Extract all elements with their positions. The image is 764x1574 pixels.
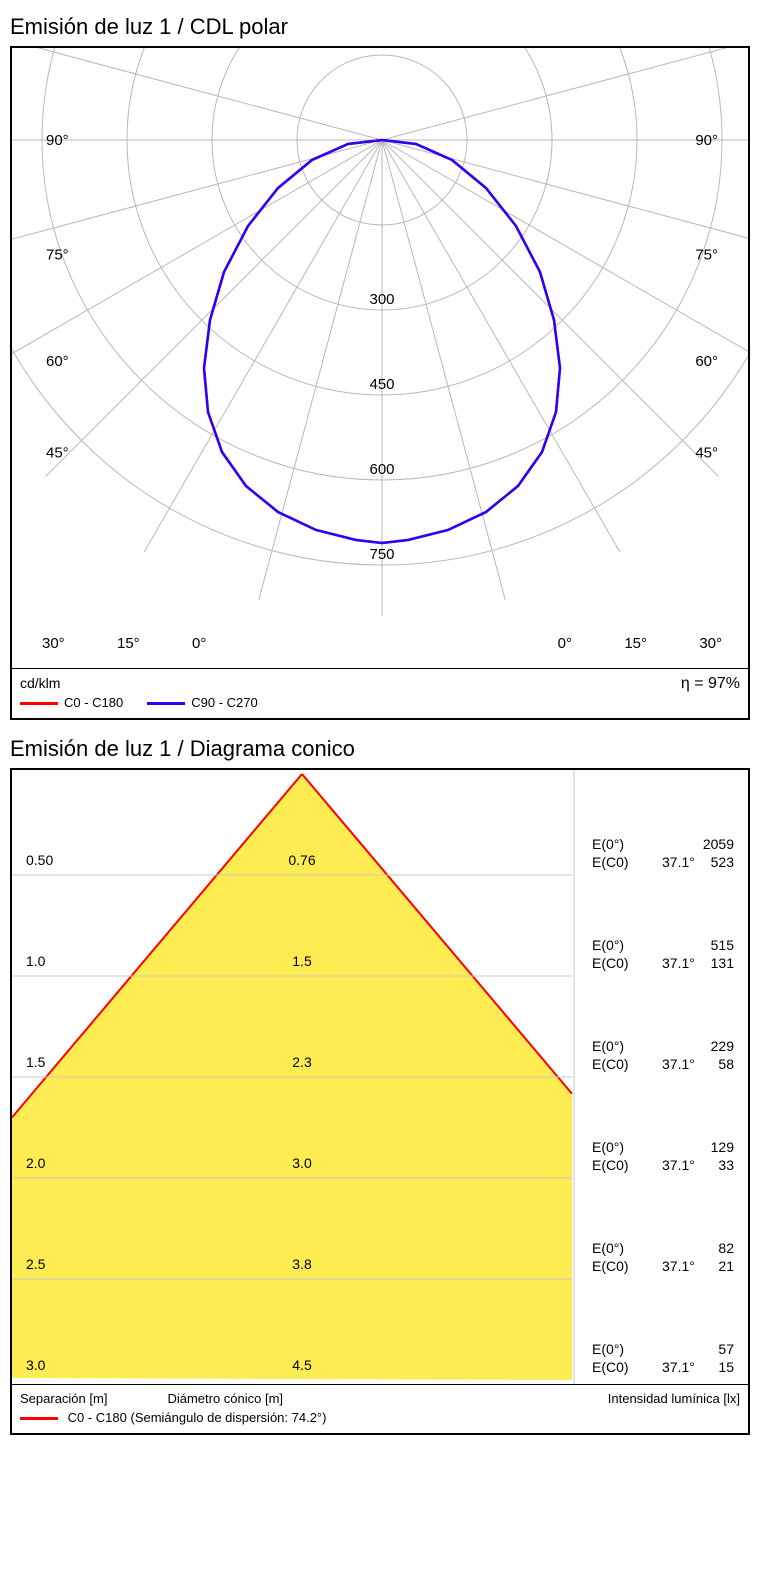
svg-text:300: 300 — [369, 291, 394, 308]
cone-footer-mid: Diámetro cónico [m] — [167, 1391, 283, 1406]
svg-text:2.3: 2.3 — [292, 1054, 312, 1070]
svg-text:E(C0): E(C0) — [592, 955, 629, 971]
svg-text:E(C0): E(C0) — [592, 1157, 629, 1173]
svg-text:E(C0): E(C0) — [592, 1258, 629, 1274]
svg-text:37.1°: 37.1° — [662, 1056, 695, 1072]
cone-footer: Separación [m] Diámetro cónico [m] C0 - … — [12, 1384, 748, 1433]
svg-text:60°: 60° — [46, 353, 69, 370]
svg-text:75°: 75° — [695, 246, 718, 263]
svg-text:30°: 30° — [42, 635, 65, 652]
svg-text:15°: 15° — [117, 635, 140, 652]
svg-text:1.5: 1.5 — [292, 953, 312, 969]
svg-text:E(C0): E(C0) — [592, 1056, 629, 1072]
svg-text:57: 57 — [718, 1341, 734, 1357]
svg-text:0°: 0° — [192, 635, 206, 652]
svg-text:15°: 15° — [624, 635, 647, 652]
svg-text:2.0: 2.0 — [26, 1155, 46, 1171]
svg-text:1.0: 1.0 — [26, 953, 46, 969]
cone-chart-title: Emisión de luz 1 / Diagrama conico — [10, 736, 754, 762]
polar-legend-items: C0 - C180 C90 - C270 — [20, 695, 740, 710]
svg-text:131: 131 — [711, 955, 735, 971]
svg-text:90°: 90° — [46, 132, 69, 149]
svg-text:58: 58 — [718, 1056, 734, 1072]
svg-text:3.8: 3.8 — [292, 1256, 312, 1272]
cone-legend-swatch — [20, 1417, 58, 1420]
svg-text:21: 21 — [718, 1258, 734, 1274]
cone-footer-left: Separación [m] — [20, 1391, 107, 1406]
svg-text:82: 82 — [718, 1240, 734, 1256]
svg-text:E(0°): E(0°) — [592, 1139, 624, 1155]
svg-text:E(0°): E(0°) — [592, 836, 624, 852]
svg-text:33: 33 — [718, 1157, 734, 1173]
svg-text:523: 523 — [711, 854, 735, 870]
svg-text:15: 15 — [718, 1359, 734, 1375]
svg-text:4.5: 4.5 — [292, 1357, 312, 1373]
polar-unit-label: cd/klm — [20, 675, 60, 691]
polar-chart-title: Emisión de luz 1 / CDL polar — [10, 14, 754, 40]
svg-text:E(C0): E(C0) — [592, 854, 629, 870]
polar-efficiency-label: η = 97% — [681, 675, 740, 693]
svg-text:0°: 0° — [558, 635, 572, 652]
svg-text:E(0°): E(0°) — [592, 1038, 624, 1054]
polar-legend-row: cd/klm η = 97% C0 - C180 C90 - C270 — [12, 668, 748, 718]
svg-text:60°: 60° — [695, 353, 718, 370]
svg-text:90°: 90° — [695, 132, 718, 149]
legend-swatch — [147, 702, 185, 705]
svg-text:E(C0): E(C0) — [592, 1359, 629, 1375]
svg-text:37.1°: 37.1° — [662, 1157, 695, 1173]
svg-text:E(0°): E(0°) — [592, 937, 624, 953]
svg-text:2059: 2059 — [703, 836, 734, 852]
svg-text:30°: 30° — [699, 635, 722, 652]
cone-chart-box: 0.50 0.76 E(0°) 2059 E(C0) 37.1° 523 1.0 1.5 E(0°… — [10, 768, 750, 1435]
svg-text:450: 450 — [369, 376, 394, 393]
svg-text:0.76: 0.76 — [288, 852, 315, 868]
polar-chart-box: 300450600750105°90°75°60°45°30°15°0°105°… — [10, 46, 750, 720]
svg-text:129: 129 — [711, 1139, 735, 1155]
svg-text:37.1°: 37.1° — [662, 1359, 695, 1375]
svg-text:37.1°: 37.1° — [662, 854, 695, 870]
svg-text:229: 229 — [711, 1038, 735, 1054]
svg-text:750: 750 — [369, 546, 394, 563]
cone-footer-right: Intensidad lumínica [lx] — [608, 1391, 740, 1406]
svg-text:2.5: 2.5 — [26, 1256, 46, 1272]
svg-text:1.5: 1.5 — [26, 1054, 46, 1070]
svg-text:E(0°): E(0°) — [592, 1240, 624, 1256]
svg-text:3.0: 3.0 — [26, 1357, 46, 1373]
svg-text:45°: 45° — [695, 445, 718, 462]
cone-legend-line: C0 - C180 (Semiángulo de dispersión: 74.… — [68, 1410, 327, 1425]
polar-chart-svg: 300450600750105°90°75°60°45°30°15°0°105°… — [12, 48, 748, 668]
svg-text:3.0: 3.0 — [292, 1155, 312, 1171]
svg-text:515: 515 — [711, 937, 735, 953]
svg-text:0.50: 0.50 — [26, 852, 53, 868]
svg-text:600: 600 — [369, 461, 394, 478]
svg-text:45°: 45° — [46, 445, 69, 462]
svg-text:75°: 75° — [46, 246, 69, 263]
polar-legend-item: C90 - C270 — [147, 695, 257, 710]
svg-text:37.1°: 37.1° — [662, 955, 695, 971]
svg-text:E(0°): E(0°) — [592, 1341, 624, 1357]
svg-text:37.1°: 37.1° — [662, 1258, 695, 1274]
cone-legend-line-wrap: C0 - C180 (Semiángulo de dispersión: 74.… — [20, 1410, 326, 1425]
polar-legend-item: C0 - C180 — [20, 695, 123, 710]
cone-chart-svg: 0.50 0.76 E(0°) 2059 E(C0) 37.1° 523 1.0 1.5 E(0°… — [12, 770, 748, 1384]
legend-swatch — [20, 702, 58, 705]
